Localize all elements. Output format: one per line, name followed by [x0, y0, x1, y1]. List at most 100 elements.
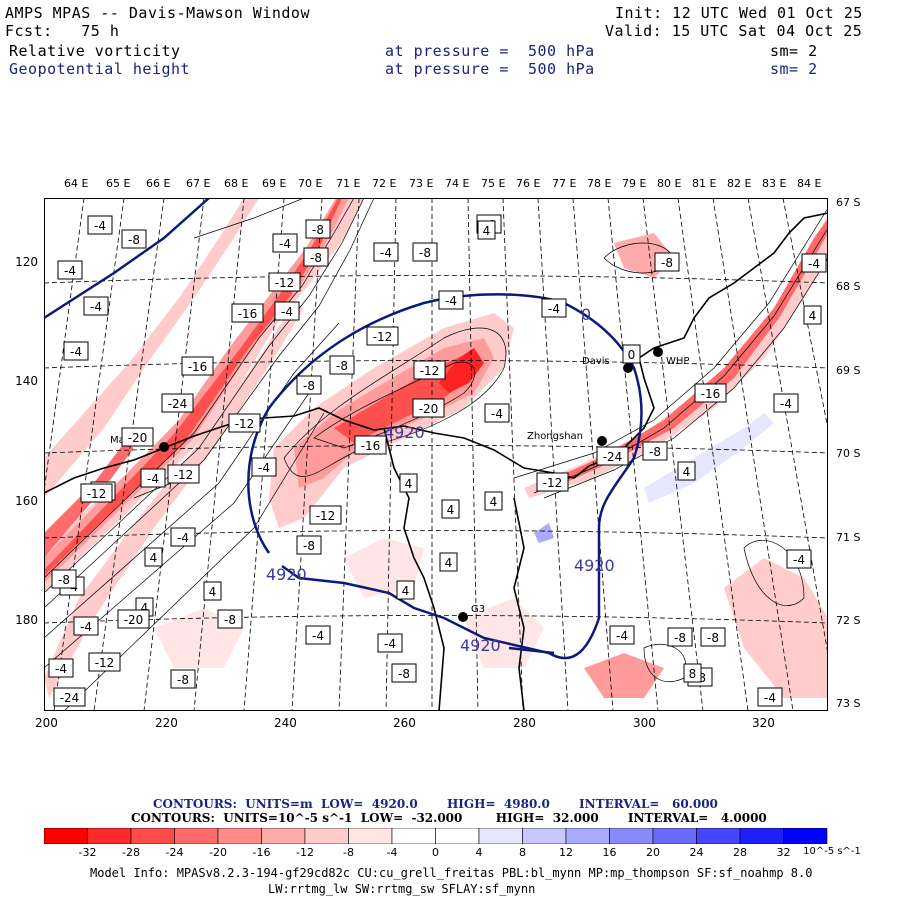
vorticity-value: -4	[177, 531, 189, 545]
vorticity-value: 4	[150, 551, 158, 565]
colorbar-swatch	[44, 828, 88, 844]
lon-label: 71 E	[336, 177, 361, 190]
map-title: AMPS MPAS -- Davis-Mawson Window	[5, 4, 310, 22]
vorticity-label-box: 4	[484, 491, 503, 511]
colorbar-tick-label: 4	[475, 846, 483, 859]
colorbar-tick-label: -24	[165, 846, 184, 859]
vorticity-value: -8	[661, 256, 673, 270]
vorticity-value: -4	[70, 345, 82, 359]
vorticity-label-box: -8	[303, 247, 329, 267]
vorticity-label-box: 4	[144, 547, 163, 567]
lat-label: 67 S	[836, 196, 861, 209]
vorticity-value: -8	[303, 379, 315, 393]
vorticity-value: 8	[689, 667, 697, 681]
vorticity-label-box: -4	[801, 253, 827, 273]
lon-label: 69 E	[262, 177, 287, 190]
lon-label: 66 E	[146, 177, 171, 190]
vorticity-label-box: -20	[412, 398, 445, 418]
vorticity-label-box: -8	[329, 355, 355, 375]
vorticity-value: -20	[124, 613, 144, 627]
height-label: 4920	[384, 423, 425, 442]
vorticity-value-labels: -4 -8 -4 -8 -4 -8 -4 -8 -12 -4 -16 -4 -4 -12 -4 -16 -24 -…	[48, 214, 827, 707]
vorticity-label-box: -12	[413, 360, 446, 380]
vorticity-label-box: 8	[683, 663, 702, 683]
vorticity-label-box: -4	[83, 296, 109, 316]
lat-label: 70 S	[836, 447, 861, 460]
vorticity-label-box: -12	[167, 464, 200, 484]
x-label: 220	[155, 716, 178, 730]
vorticity-label-box: -4	[170, 527, 196, 547]
colorbar-swatch	[739, 828, 784, 844]
vorticity-value: -4	[380, 246, 392, 260]
vorticity-value: 4	[683, 465, 691, 479]
vorticity-label-box: -4	[73, 616, 99, 636]
vorticity-label-box: -8	[296, 535, 322, 555]
colorbar-tick-label: -4	[386, 846, 398, 859]
vorticity-label-box: -8	[412, 242, 438, 262]
height-label: 4920	[460, 636, 501, 655]
vorticity-value: -8	[303, 539, 315, 553]
vorticity-label-box: 4	[477, 220, 496, 240]
colorbar-tick-label: 16	[602, 846, 617, 859]
vorticity-value: -12	[543, 476, 563, 490]
vorticity-value: 4	[447, 503, 455, 517]
colorbar-tick-label: 24	[689, 846, 704, 859]
lon-label: 80 E	[657, 177, 682, 190]
vorticity-value: -4	[147, 472, 159, 486]
lon-label: 72 E	[372, 177, 397, 190]
vorticity-label-box: 4	[677, 461, 696, 481]
colorbar-swatch	[217, 828, 262, 844]
height-label: 0	[581, 305, 591, 324]
vorticity-value: -12	[373, 330, 393, 344]
x-label: 200	[35, 716, 58, 730]
colorbar-tick-label: -12	[296, 846, 314, 859]
vorticity-value: -4	[616, 629, 628, 643]
vorticity-value: -8	[177, 673, 189, 687]
lon-label: 70 E	[298, 177, 323, 190]
vorticity-label-box: -4	[773, 393, 799, 413]
vorticity-label-box: -16	[354, 435, 387, 455]
station-whp-label: WHP	[666, 356, 689, 367]
vorticity-label-box: -4	[63, 341, 89, 361]
colorbar-swatch	[565, 828, 610, 844]
vorticity-value: -24	[603, 450, 623, 464]
colorbar-tick-label: -16	[252, 846, 271, 859]
height-contour-labels: 4920 4920 4920 4920 0	[266, 305, 615, 655]
vorticity-label-box: -8	[700, 627, 726, 647]
colorbar-swatch	[174, 828, 219, 844]
height-contour-info: CONTOURS: UNITS=m LOW= 4920.0 HIGH= 4980…	[153, 797, 718, 811]
vorticity-value: -8	[310, 251, 322, 265]
field2-smooth: sm= 2	[770, 60, 818, 78]
lat-label: 71 S	[836, 531, 861, 544]
x-label: 240	[274, 716, 297, 730]
station-zhongshan-label: Zhongshan	[527, 431, 583, 442]
colorbar-tick-label: 12	[559, 846, 573, 859]
vorticity-value: 4	[209, 585, 217, 599]
vorticity-label-box: 4	[441, 499, 460, 519]
x-label: 280	[513, 716, 536, 730]
vorticity-value: -8	[649, 445, 661, 459]
lon-label: 65 E	[106, 177, 131, 190]
vorticity-label-box: -8	[391, 663, 417, 683]
station-g3-label: G3	[471, 604, 485, 615]
vorticity-value: 4	[405, 477, 413, 491]
station-zhongshan-marker	[597, 436, 607, 446]
vorticity-value: -16	[701, 387, 721, 401]
vorticity-label-box: -12	[88, 652, 121, 672]
vorticity-label-box: -4	[251, 457, 277, 477]
colorbar-tick-label: 32	[776, 846, 791, 859]
vorticity-value: -4	[793, 553, 805, 567]
vorticity-label-box: 4	[396, 580, 415, 600]
vorticity-value: -20	[128, 431, 148, 445]
lon-label: 73 E	[409, 177, 434, 190]
vorticity-value: -12	[95, 656, 115, 670]
vorticity-value: -4	[491, 407, 503, 421]
vorticity-value: -12	[316, 509, 336, 523]
vorticity-label-box: -12	[228, 413, 261, 433]
x-label: 260	[393, 716, 416, 730]
vorticity-label-box: -4	[377, 633, 403, 653]
vorticity-value: -4	[808, 257, 820, 271]
vorticity-value: -8	[419, 246, 431, 260]
latlon-grid	[44, 198, 828, 711]
vorticity-label-box: -4	[609, 625, 635, 645]
